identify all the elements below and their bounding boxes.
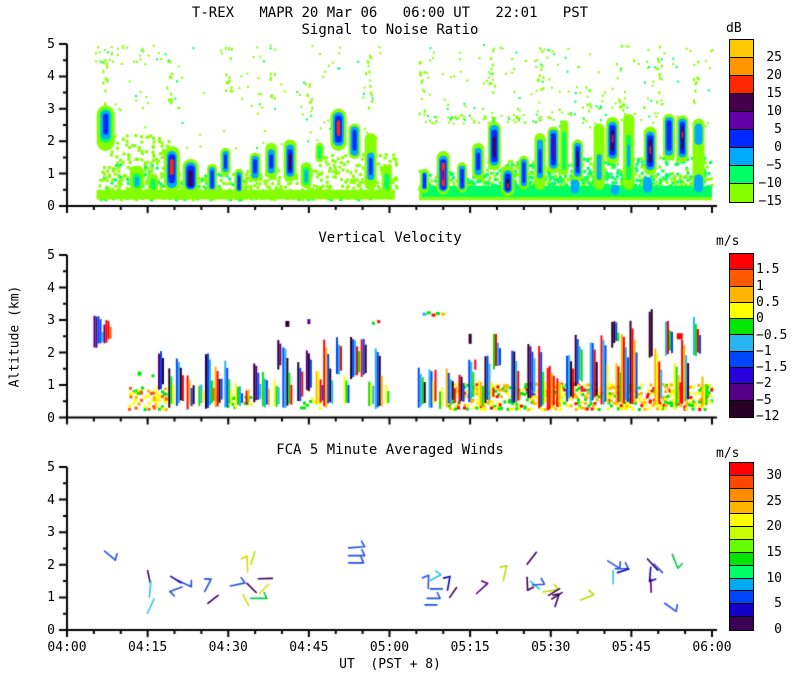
figure-title: T-REX MAPR 20 Mar 06 06:00 UT 22:01 PST [191,5,589,21]
colorbar-tick-label: 0.5 [756,294,780,310]
colorbar-segment [730,335,753,352]
colorbar-segment [730,166,753,184]
colorbar-segment [730,475,753,489]
colorbar-segment [730,463,753,476]
colorbar-segment [730,302,753,320]
x-tick-label: 06:00 [692,640,732,655]
colorbar-tick-label: 0 [774,622,782,637]
y-tick-label: 1 [47,166,55,182]
x-tick-label: 04:15 [128,640,168,655]
colorbar-tick-label: 15 [766,544,782,560]
colorbar-snr [729,39,754,203]
colorbar-winds [729,462,754,631]
y-tick-label: 5 [47,460,55,475]
y-tick-label: 1 [47,378,55,393]
colorbar-unit-ms-winds: m/s [716,446,740,461]
colorbar-segment [730,565,753,579]
colorbar-tick-label: 5 [774,596,782,612]
y-tick-label: 4 [47,492,55,508]
colorbar-tick-label: −5 [756,392,772,408]
y-tick-label: 0 [47,410,55,426]
colorbar-segment [730,514,753,528]
colorbar-tick-label: 1.5 [756,262,780,278]
x-tick-label: 05:45 [611,640,651,655]
colorbar-segment [730,552,753,566]
colorbar-segment [730,112,753,130]
x-tick-label: 05:15 [450,640,490,655]
colorbar-tick-label: 0 [756,311,764,327]
x-tick-label: 04:00 [47,640,87,655]
colorbar-segment [730,591,753,605]
colorbar-tick-label: 0 [774,140,782,155]
colorbar-segment [730,184,753,202]
colorbar-tick-label: −2 [756,376,772,392]
colorbar-segment [730,130,753,148]
y-tick-label: 0 [47,199,55,214]
colorbar-segment [730,400,753,417]
colorbar-tick-label: 1 [756,278,764,294]
colorbar-tick-label: −5 [766,158,782,173]
colorbar-segment [730,488,753,502]
y-tick-label: 5 [47,248,55,263]
colorbar-segment [730,617,753,630]
colorbar-tick-label: 5 [774,122,782,137]
colorbar-tick-label: 10 [766,570,782,586]
colorbar-tick-label: 20 [766,68,782,83]
x-tick-label: 04:30 [208,640,248,655]
y-tick-label: 4 [47,280,55,296]
colorbar-tick-label: 10 [766,104,782,119]
colorbar-segment [730,254,753,271]
colorbar-segment [730,540,753,553]
colorbar-segment [730,270,753,287]
colorbar-segment [730,286,753,303]
y-tick-label: 1 [47,590,55,606]
colorbar-segment [730,384,753,401]
colorbar-segment [730,148,753,166]
x-tick-label: 04:45 [289,640,329,655]
colorbar-segment [730,604,753,618]
y-tick-label: 4 [47,69,55,85]
colorbar-tick-label: −10 [758,176,782,191]
colorbar-tick-label: 25 [766,493,782,509]
colorbar-tick-label: −1 [756,343,772,359]
colorbar-segment [730,527,753,541]
colorbar-segment [730,94,753,112]
y-axis-label: Altitude (km) [7,285,23,388]
colorbar-tick-label: 15 [766,86,782,101]
y-tick-label: 2 [47,557,55,573]
colorbar-unit-ms-velocity: m/s [716,234,740,249]
colorbar-segment [730,501,753,515]
colorbar-segment [730,368,753,385]
colorbar-tick-label: 25 [766,50,782,65]
colorbar-tick-label: 30 [766,467,782,483]
x-tick-label: 05:30 [531,640,571,655]
x-tick-label: 05:00 [369,640,410,655]
colorbar-segment [730,40,753,58]
y-tick-label: 3 [47,313,55,328]
colorbar-segment [730,319,753,336]
colorbar-segment [730,351,753,369]
y-tick-label: 3 [47,101,55,117]
colorbar-velocity [729,253,754,418]
panel-title-vertical-velocity: Vertical Velocity [318,230,462,246]
colorbar-segment [730,58,753,76]
colorbar-tick-label: −0.5 [756,327,788,343]
y-tick-label: 2 [47,345,55,361]
y-tick-label: 5 [47,37,55,52]
panel-title-winds: FCA 5 Minute Averaged Winds [276,442,504,458]
y-tick-label: 2 [47,134,55,150]
colorbar-tick-label: 20 [766,519,782,535]
panel-title-snr: Signal to Noise Ratio [301,22,479,38]
y-tick-label: 3 [47,525,55,541]
y-tick-label: 0 [47,623,55,638]
colorbar-segment [730,76,753,94]
colorbar-segment [730,578,753,592]
colorbar-unit-db: dB [726,21,742,36]
colorbar-tick-label: −15 [758,194,782,209]
x-axis-label: UT (PST + 8) [339,657,441,672]
colorbar-tick-label: −12 [756,409,780,424]
colorbar-tick-label: −1.5 [756,360,788,376]
